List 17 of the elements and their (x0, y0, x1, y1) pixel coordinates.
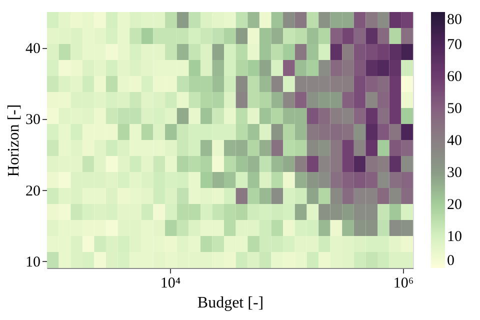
x-axis-title: Budget [-] (197, 294, 264, 312)
y-tick-label: 20 (26, 183, 40, 200)
color-bar-label: 70 (447, 37, 462, 53)
y-axis-title: Horizon [-] (6, 104, 22, 177)
color-bar-label: 50 (447, 101, 462, 117)
y-tick-label: 30 (26, 112, 40, 128)
color-bar-label: 0 (447, 253, 454, 269)
color-bar-label: 60 (447, 69, 462, 85)
color-bar-label: 30 (447, 165, 462, 181)
color-bar-label: 20 (447, 197, 462, 213)
y-tick-label: 40 (26, 41, 40, 58)
color-bar-label: 40 (447, 133, 462, 149)
color-bar-label: 10 (447, 229, 462, 245)
y-tick-label: 10 (26, 254, 40, 270)
color-bar-label: 80 (447, 12, 462, 28)
x-tick-label: 10⁴ (160, 276, 181, 292)
x-tick-label: 10⁶ (393, 276, 414, 292)
